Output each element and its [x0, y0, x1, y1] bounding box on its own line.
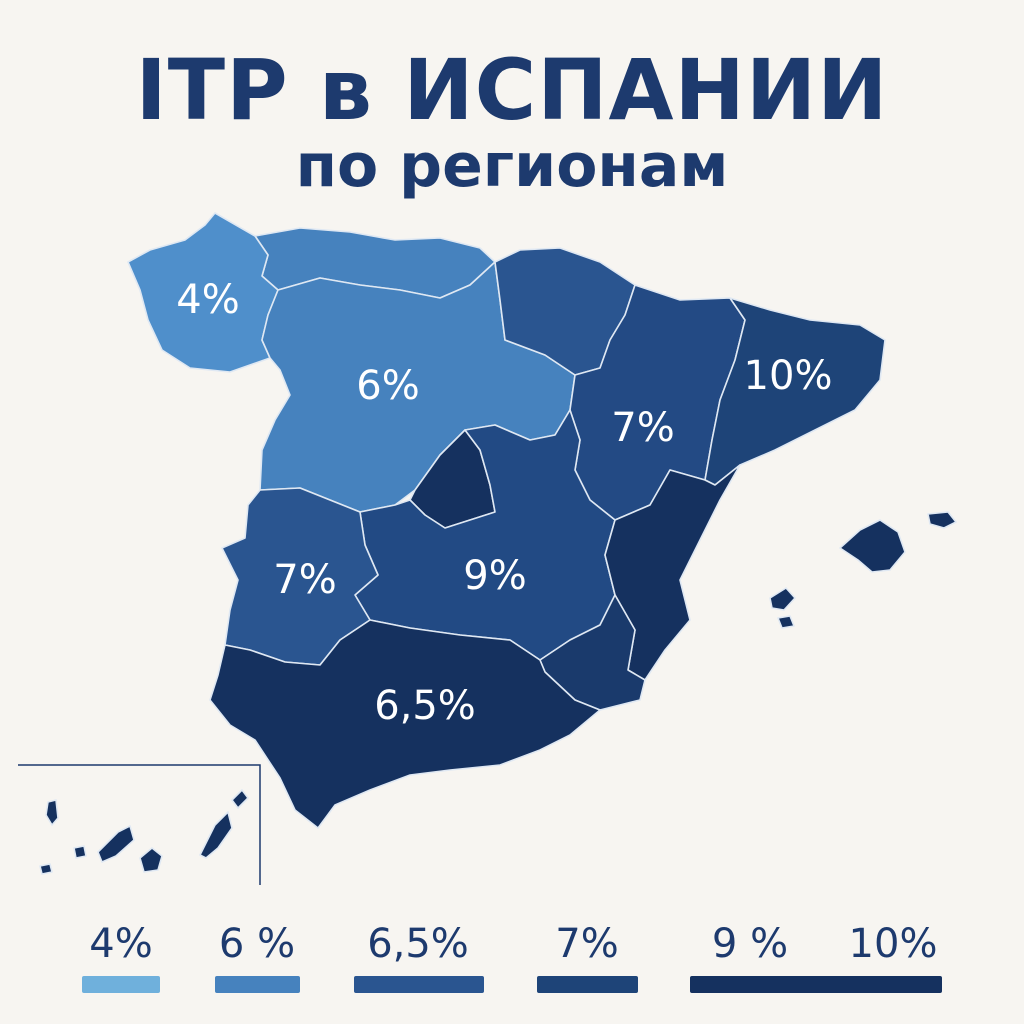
region-ibiza — [769, 587, 796, 611]
map-title: ITP в ИСПАНИИ — [135, 41, 889, 139]
legend-label-9: 9 % — [711, 921, 789, 967]
legend: 4% 6 % 6,5% 7% 9 % 10% — [0, 920, 1024, 1010]
legend-label-7: 7% — [555, 921, 619, 967]
label-galicia: 4% — [176, 277, 239, 323]
region-fuerteventura — [199, 811, 233, 859]
region-el-hierro — [39, 863, 53, 875]
region-catalonia — [704, 297, 886, 486]
region-murcia — [539, 594, 646, 711]
region-formentera — [777, 615, 795, 629]
region-lanzarote — [231, 789, 249, 809]
region-menorca — [927, 511, 957, 529]
legend-swatch-4 — [82, 976, 160, 993]
legend-label-10: 10% — [848, 921, 938, 967]
legend-swatch-9-10 — [690, 976, 942, 993]
legend-swatch-6-5 — [354, 976, 484, 993]
region-tenerife — [97, 825, 135, 863]
label-aragon: 7% — [611, 405, 674, 451]
label-castilla-mancha: 9% — [463, 553, 526, 599]
region-la-palma — [45, 799, 59, 826]
region-galicia — [127, 212, 279, 373]
label-andalusia: 6,5% — [374, 683, 476, 729]
canary-inset-frame — [18, 764, 261, 885]
region-andalusia — [209, 619, 601, 829]
region-la-gomera — [73, 845, 87, 859]
label-catalonia: 10% — [744, 353, 833, 399]
legend-label-6: 6 % — [218, 921, 296, 967]
label-castilla-leon: 6% — [356, 363, 419, 409]
label-extremadura: 7% — [273, 557, 336, 603]
map-subtitle: по регионам — [295, 131, 729, 201]
region-gran-canaria — [139, 847, 163, 873]
legend-swatch-7 — [537, 976, 638, 993]
legend-label-4: 4% — [89, 921, 153, 967]
legend-swatch-6 — [215, 976, 300, 993]
region-mallorca — [839, 519, 906, 573]
legend-label-6-5: 6,5% — [367, 921, 469, 967]
